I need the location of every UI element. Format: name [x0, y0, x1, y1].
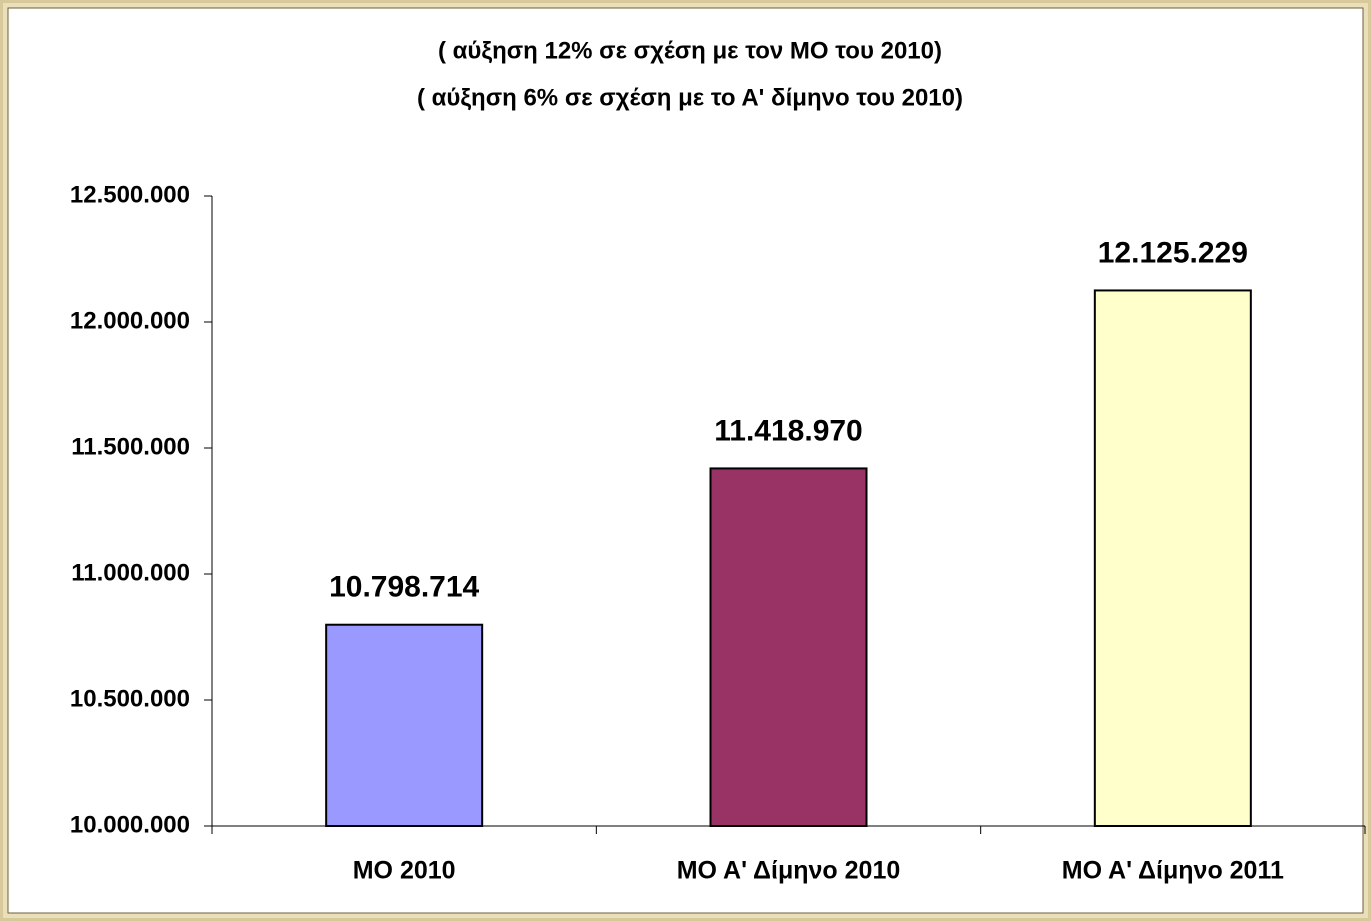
- value-label: 11.418.970: [714, 414, 863, 447]
- y-tick-label: 12.000.000: [70, 307, 190, 334]
- bar: [325, 623, 484, 827]
- value-label: 10.798.714: [329, 571, 479, 604]
- y-tick-label: 11.000.000: [71, 559, 190, 586]
- x-tick-label: ΜΟ 2010: [353, 857, 456, 885]
- x-tick-label: ΜΟ Α' Δίμηνο 2010: [677, 857, 901, 885]
- bar: [1093, 289, 1252, 827]
- bar: [709, 467, 868, 827]
- y-tick-label: 10.000.000: [70, 811, 190, 838]
- value-label: 12.125.229: [1098, 236, 1248, 269]
- chart-title: ( αύξηση 12% σε σχέση με τον ΜΟ του 2010…: [438, 37, 942, 64]
- y-tick-label: 12.500.000: [70, 181, 190, 208]
- y-tick-label: 10.500.000: [70, 685, 190, 712]
- x-tick-label: ΜΟ Α' Δίμηνο 2011: [1062, 857, 1284, 885]
- y-tick-label: 11.500.000: [71, 433, 190, 460]
- chart-subtitle: ( αύξηση 6% σε σχέση με το Α' δίμηνο του…: [417, 84, 963, 111]
